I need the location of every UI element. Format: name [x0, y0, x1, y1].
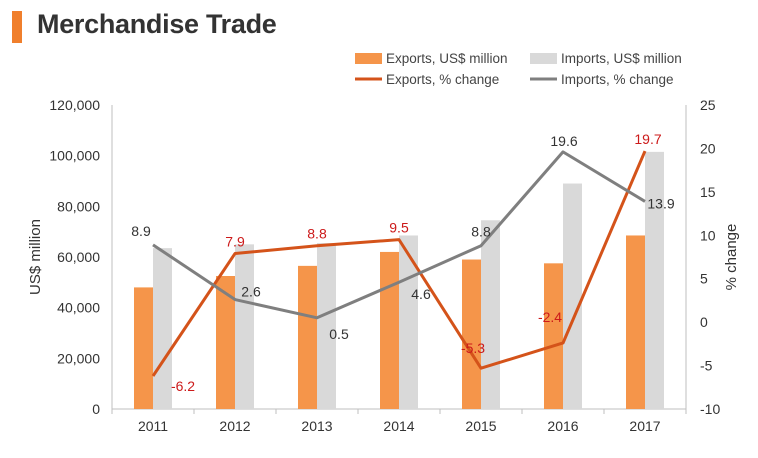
- data-label-exports-pct: 7.9: [225, 234, 245, 250]
- x-tick-label: 2015: [465, 418, 496, 434]
- y2-tick-label: 20: [700, 140, 716, 156]
- y-tick-label: 120,000: [49, 97, 100, 113]
- y-tick-label: 60,000: [57, 249, 100, 265]
- y-tick-label: 0: [92, 401, 100, 417]
- data-label-exports-pct: -5.3: [461, 340, 485, 356]
- y2-axis-title: % change: [723, 224, 740, 291]
- data-label-imports-pct: 8.8: [471, 224, 491, 240]
- data-label-imports-pct: 13.9: [647, 195, 674, 211]
- data-label-imports-pct: 8.9: [131, 223, 151, 239]
- y2-tick-label: -5: [700, 358, 713, 374]
- bar-imports: [481, 220, 500, 409]
- y2-tick-label: 10: [700, 227, 716, 243]
- x-tick-label: 2014: [383, 418, 414, 434]
- y-tick-label: 100,000: [49, 148, 100, 164]
- data-label-imports-pct: 2.6: [241, 284, 261, 300]
- line-imports-pct: [152, 150, 646, 320]
- line-exports-pct: [151, 150, 647, 377]
- data-label-imports-pct: 19.6: [550, 133, 577, 149]
- page-title: Merchandise Trade: [37, 9, 277, 39]
- data-label-exports-pct: -2.4: [538, 309, 562, 325]
- bar-exports: [626, 235, 645, 409]
- bar-exports: [380, 251, 399, 409]
- bar-imports: [563, 183, 582, 409]
- legend-label-1: Imports, US$ million: [561, 51, 682, 66]
- bar-imports: [235, 244, 254, 409]
- x-tick-label: 2016: [547, 418, 578, 434]
- data-label-exports-pct: 8.8: [307, 226, 327, 242]
- y2-tick-label: 0: [700, 314, 708, 330]
- y2-tick-label: 5: [700, 271, 708, 287]
- y2-tick-label: -10: [700, 401, 720, 417]
- legend-swatch-1: [530, 53, 557, 64]
- bar-imports: [645, 151, 664, 409]
- y-tick-label: 20,000: [57, 350, 100, 366]
- bar-exports: [298, 265, 317, 409]
- bar-exports: [544, 263, 563, 409]
- legend-label-2: Exports, % change: [386, 72, 499, 87]
- bar-exports: [462, 259, 481, 409]
- bar-exports: [134, 287, 153, 409]
- title-accent-bar: [12, 11, 22, 43]
- x-tick-label: 2012: [219, 418, 250, 434]
- data-label-exports-pct: 19.7: [634, 131, 661, 147]
- bar-imports: [399, 235, 418, 409]
- bar-imports: [317, 243, 336, 409]
- y-tick-label: 40,000: [57, 300, 100, 316]
- y2-tick-label: 25: [700, 97, 716, 113]
- data-label-imports-pct: 4.6: [411, 286, 431, 302]
- x-tick-label: 2011: [138, 418, 168, 434]
- legend-swatch-0: [355, 53, 382, 64]
- x-tick-label: 2017: [629, 418, 660, 434]
- legend-label-3: Imports, % change: [561, 72, 674, 87]
- data-label-exports-pct: 9.5: [389, 220, 409, 236]
- bar-exports: [216, 276, 235, 409]
- bar-imports: [153, 248, 172, 409]
- legend-label-0: Exports, US$ million: [386, 51, 508, 66]
- x-tick-label: 2013: [301, 418, 332, 434]
- y-tick-label: 80,000: [57, 198, 100, 214]
- data-label-imports-pct: 0.5: [329, 326, 349, 342]
- y2-tick-label: 15: [700, 184, 716, 200]
- y-axis-title: US$ million: [27, 219, 44, 295]
- data-label-exports-pct: -6.2: [171, 378, 195, 394]
